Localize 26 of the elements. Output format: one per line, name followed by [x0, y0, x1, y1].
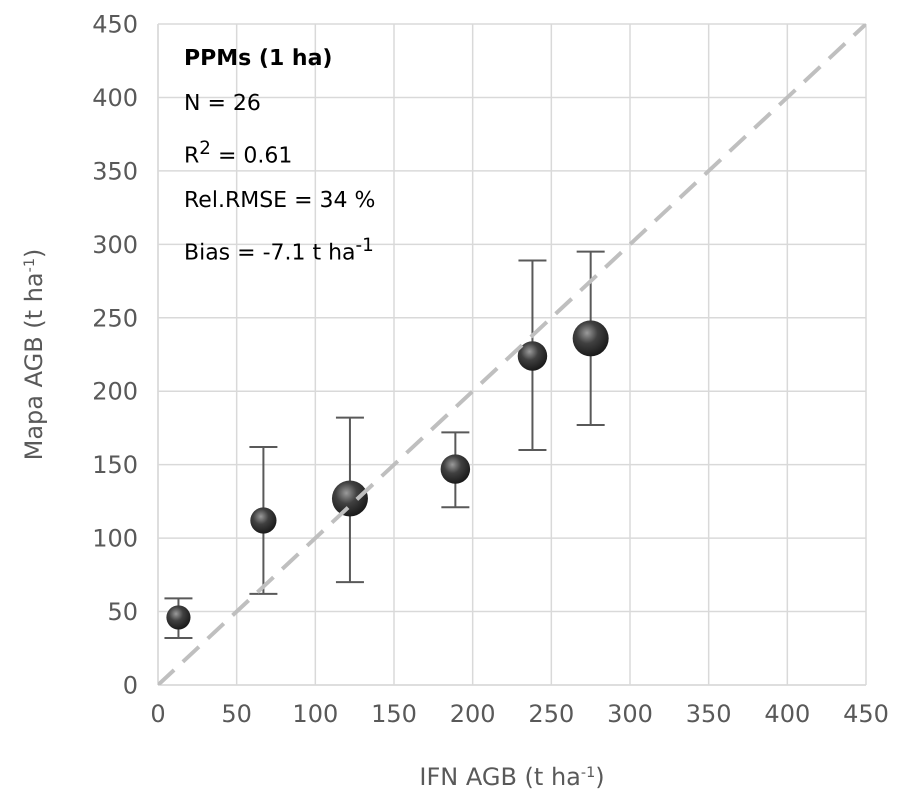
y-tick-label: 300 [92, 230, 138, 259]
x-tick-label: 300 [607, 700, 653, 728]
y-tick-label: 150 [92, 451, 138, 480]
x-tick-label: 150 [371, 700, 417, 728]
annotation: Bias = -7.1 t ha$^{-1}$ [184, 234, 375, 268]
y-tick-label: 200 [92, 378, 138, 406]
x-tick-label: 250 [528, 700, 574, 728]
x-tick-label: 100 [292, 700, 338, 728]
x-tick-label: 400 [764, 700, 810, 728]
x-tick-label: 200 [450, 700, 496, 728]
annotation: Rel.RMSE = 34 % [184, 187, 376, 216]
y-tick-label: 450 [92, 10, 138, 39]
y-tick-label: 50 [107, 598, 138, 626]
x-tick-label: 350 [686, 700, 732, 728]
y-tick-label: 250 [92, 304, 138, 332]
y-tick-label: 400 [92, 84, 138, 112]
x-tick-label: 50 [221, 700, 252, 728]
x-tick-label: 450 [843, 700, 889, 728]
x-axis-title: IFN AGB (t ha$^{-1}$) [419, 763, 605, 791]
y-tick-label: 350 [92, 157, 138, 186]
x-tick-label: 0 [150, 700, 166, 728]
annotation: R$^{2}$ = 0.61 [184, 137, 294, 170]
y-tick-label: 0 [122, 672, 138, 700]
y-tick-label: 100 [92, 524, 138, 553]
annotation: N = 26 [184, 90, 262, 118]
annotation: PPMs (1 ha) [184, 45, 334, 73]
